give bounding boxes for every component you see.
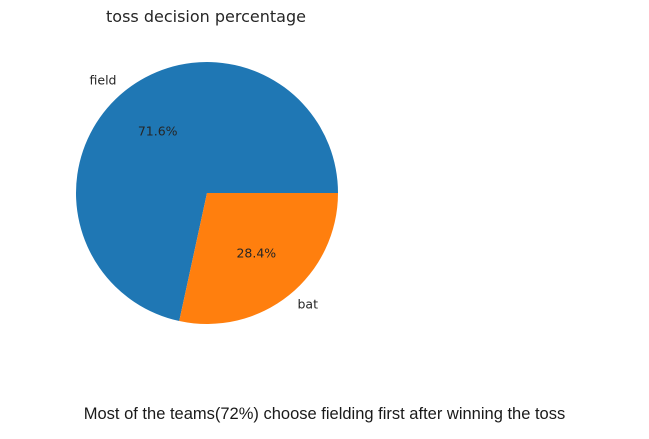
pie-chart: toss decision percentage 71.6% field 28.4%… <box>76 7 339 324</box>
chart-caption: Most of the teams(72%) choose fielding f… <box>83 405 566 423</box>
pie-value-label-field: 71.6% <box>138 123 178 138</box>
pie-value-label-bat: 28.4% <box>236 246 276 261</box>
pie-slices <box>76 61 339 324</box>
chart-title: toss decision percentage <box>106 7 306 26</box>
pie-slice-bat <box>179 193 338 324</box>
pie-category-label-field: field <box>90 72 117 87</box>
pie-labels: 71.6% field 28.4% bat <box>90 72 319 311</box>
pie-category-label-bat: bat <box>298 297 319 312</box>
pie-slice-field <box>76 61 339 322</box>
